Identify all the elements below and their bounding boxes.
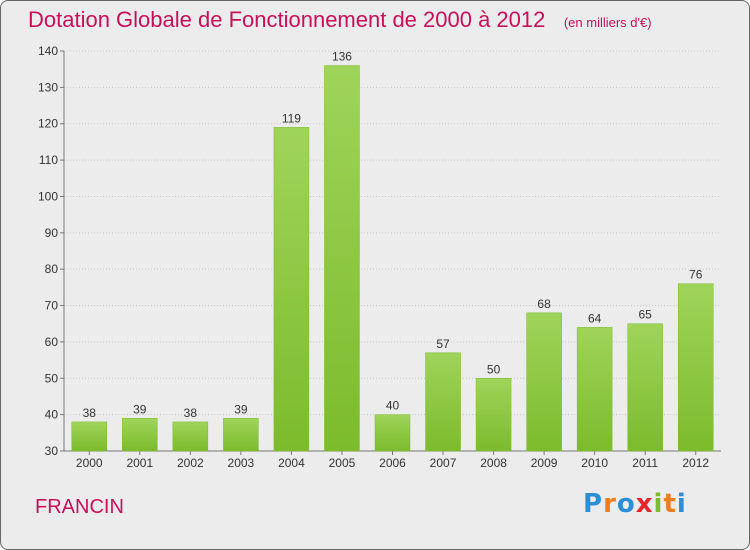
bar-value-label: 38 <box>83 406 97 420</box>
logo-letter: r <box>603 489 617 519</box>
x-tick-label: 2012 <box>682 456 709 470</box>
y-tick-label: 140 <box>38 44 58 58</box>
bar-value-label: 39 <box>234 402 248 416</box>
bar-value-label: 38 <box>184 406 198 420</box>
y-tick-label: 80 <box>45 262 59 276</box>
y-tick-label: 110 <box>39 153 58 167</box>
bar-layer <box>71 65 714 452</box>
bar-2001 <box>122 418 158 452</box>
x-tick-label: 2003 <box>228 456 255 470</box>
bar-2000 <box>71 421 108 452</box>
bar-2003 <box>223 418 259 452</box>
bar-2008 <box>475 378 512 452</box>
x-tick-label: 2002 <box>177 456 204 470</box>
x-tick-label: 2001 <box>126 456 153 470</box>
y-tick-label: 50 <box>45 371 59 385</box>
logo-letter: i <box>653 489 664 519</box>
logo-letter: x <box>635 489 654 519</box>
bar-value-label: 68 <box>537 297 551 311</box>
bar-2007 <box>425 352 461 452</box>
x-tick-label: 2000 <box>76 456 103 470</box>
x-tick-label: 2005 <box>329 456 356 470</box>
bar-2004 <box>273 127 310 452</box>
y-tick-label: 30 <box>45 444 59 458</box>
bar-value-label: 50 <box>487 362 501 376</box>
x-tick-label: 2006 <box>379 456 406 470</box>
y-tick-label: 120 <box>38 117 58 131</box>
grid-layer <box>64 50 721 416</box>
x-tick-label: 2008 <box>480 456 507 470</box>
x-tick-label: 2004 <box>278 456 305 470</box>
bar-2006 <box>374 414 411 452</box>
title-row: Dotation Globale de Fonctionnement de 20… <box>28 7 652 33</box>
bar-2005 <box>324 65 360 452</box>
bar-value-label: 119 <box>282 111 301 125</box>
y-tick-label: 100 <box>38 189 58 203</box>
y-tick-label: 40 <box>45 408 59 422</box>
label-layer: 38 2000 39 2001 38 2002 39 2003 119 2004 136 2005 40… <box>76 50 709 470</box>
bar-value-label: 40 <box>386 399 400 413</box>
logo-letter: t <box>663 489 677 519</box>
chart-title: Dotation Globale de Fonctionnement de 20… <box>28 7 546 32</box>
y-tick-label: 60 <box>45 335 59 349</box>
commune-name: FRANCIN <box>35 496 124 518</box>
bar-2010 <box>576 327 613 452</box>
bar-value-label: 57 <box>436 337 450 351</box>
y-tick-label: 130 <box>38 80 58 94</box>
bar-2012 <box>677 283 714 452</box>
logo-letter: o <box>616 489 636 519</box>
logo-letter: i <box>676 489 687 519</box>
chart-unit-note: (en milliers d'€) <box>563 15 652 30</box>
x-tick-label: 2007 <box>430 456 457 470</box>
bar-2011 <box>627 323 663 452</box>
x-tick-label: 2009 <box>531 456 558 470</box>
bar-value-label: 65 <box>639 308 653 322</box>
bar-2002 <box>172 421 209 452</box>
y-tick-label: 90 <box>45 226 59 240</box>
bar-value-label: 39 <box>133 402 147 416</box>
proxiti-logo: Proxiti <box>583 489 687 519</box>
axis-layer: 30 40 50 60 70 80 90 100 110 120 130 140 <box>38 44 721 458</box>
bar-2009 <box>526 312 562 452</box>
bar-value-label: 76 <box>689 268 703 282</box>
y-tick-label: 70 <box>45 299 59 313</box>
bar-value-label: 64 <box>588 311 602 325</box>
x-tick-label: 2010 <box>581 456 608 470</box>
x-tick-label: 2011 <box>632 456 658 470</box>
logo-letter: P <box>583 489 604 519</box>
bar-value-label: 136 <box>332 50 352 64</box>
